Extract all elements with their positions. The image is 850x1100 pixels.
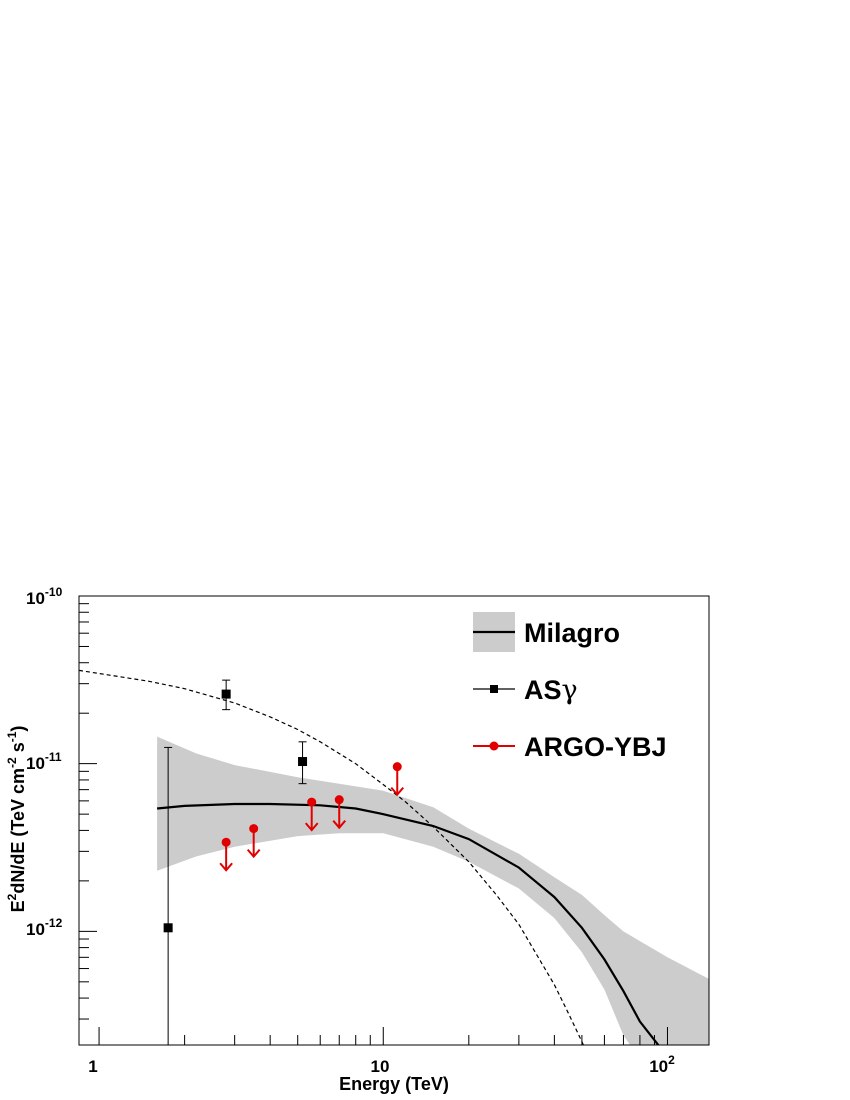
legend-argo-marker [489,741,499,751]
legend-milagro-label: Milagro [524,618,620,648]
argo-limit-arrowhead [246,848,261,859]
dashed-curve-layer [79,669,584,1045]
y-axis-title: E2dN/dE (TeV cm-2 s-1) [5,726,28,913]
x-axis-title: Energy (TeV) [339,1074,449,1094]
y-tick-label-1e-11: 10-11 [26,750,62,773]
argo-point [392,762,402,772]
legend-asg-label: ASγ [524,675,578,706]
asg-point [221,689,231,699]
asg-points-layer [163,679,308,1045]
x-tick-label-1: 1 [88,1057,97,1076]
y-tick-label-1e-10: 10-10 [26,585,63,608]
argo-limit-arrowhead [304,822,319,832]
asg-point [163,923,173,933]
argo-point [249,824,259,834]
plot-frame [78,595,710,1046]
milagro-band-layer [157,736,709,1045]
argo-points-layer [219,762,405,872]
axis-ticks [79,595,668,1045]
argo-limit-arrowhead [390,786,405,797]
x-tick-label-100: 102 [649,1053,675,1076]
argo-limit-arrowhead [219,862,233,872]
milagro-band [157,736,709,1045]
legend: Milagro ASγ ARGO-YBJ [473,612,667,762]
milagro-curve-layer [156,802,660,1045]
x-tick-label-10: 10 [371,1057,390,1076]
argo-point [307,797,317,807]
legend-argo-label: ARGO-YBJ [524,732,667,762]
argo-point [334,795,344,805]
asg-point [298,757,308,767]
legend-asg-marker [490,685,498,693]
y-tick-label-1e-12: 10-12 [26,916,63,939]
milagro-fit-curve [156,802,660,1045]
dashed-model-curve [79,669,584,1045]
argo-point [221,837,231,847]
argo-limit-arrowhead [332,820,347,830]
